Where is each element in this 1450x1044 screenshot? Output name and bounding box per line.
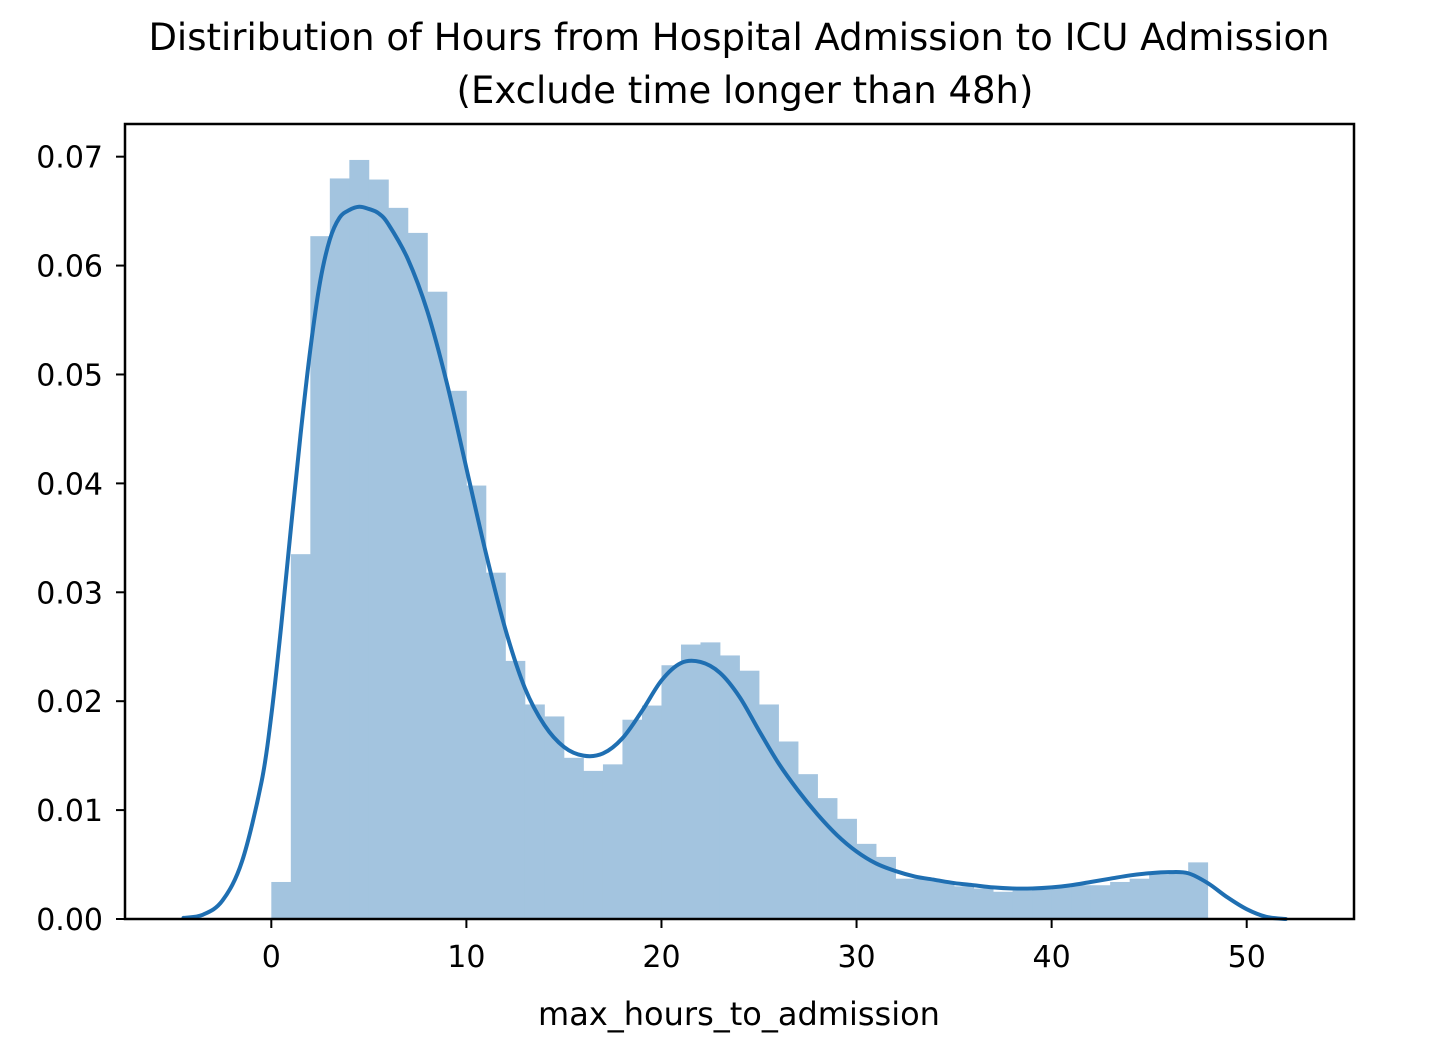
histogram-bar (329, 178, 350, 919)
histogram-bar (700, 642, 721, 919)
histogram-bar (310, 236, 331, 920)
histogram-bar (427, 291, 448, 920)
x-axis-label: max_hours_to_admission (538, 995, 940, 1033)
x-tick-label: 50 (1228, 940, 1266, 975)
histogram-bar (1071, 885, 1092, 919)
histogram-bar (290, 554, 311, 919)
histogram-bar (388, 207, 409, 920)
x-tick-label: 20 (642, 940, 680, 975)
chart-subtitle: (Exclude time longer than 48h) (457, 69, 1034, 112)
y-tick-label: 0.03 (36, 576, 103, 611)
chart-title: Distiribution of Hours from Hospital Adm… (148, 16, 1329, 59)
y-tick-label: 0.05 (36, 358, 103, 393)
histogram-bar (739, 670, 760, 919)
histogram-bar (1032, 889, 1053, 919)
histogram-bar (1090, 885, 1111, 919)
histogram-bar (1012, 890, 1033, 919)
histogram-bar (349, 159, 370, 919)
x-tick-label: 10 (447, 940, 485, 975)
histogram-bar (661, 665, 682, 919)
y-tick-label: 0.07 (36, 141, 103, 176)
histogram-bar (583, 770, 604, 919)
histogram-bar (524, 704, 545, 919)
histogram-bar (1129, 878, 1150, 919)
histogram-bar (544, 716, 565, 919)
histogram-bar (915, 878, 935, 919)
histogram-bar (622, 719, 643, 919)
histogram-bar (407, 232, 428, 919)
histogram-bar (271, 881, 292, 919)
histogram-bar (505, 660, 526, 919)
x-axis-ticks: 0 10 20 30 40 50 (262, 919, 1266, 975)
y-tick-label: 0.04 (36, 467, 103, 502)
histogram-bar (1110, 881, 1131, 919)
histogram-bar (993, 891, 1014, 919)
histogram-bar (1188, 862, 1209, 919)
histogram-bar (1168, 872, 1189, 919)
histogram-bar (837, 818, 857, 919)
histogram-bar (1051, 887, 1072, 919)
y-tick-label: 0.00 (36, 903, 103, 938)
histogram-bars (271, 159, 1209, 920)
histogram-bar (934, 881, 955, 919)
histogram-bar (895, 878, 916, 919)
histogram-bar (466, 485, 487, 919)
x-tick-label: 0 (262, 940, 281, 975)
y-axis-ticks: 0.00 0.01 0.02 0.03 0.04 0.05 0.06 0.07 (36, 141, 125, 938)
histogram-bar (876, 856, 896, 919)
x-tick-label: 40 (1033, 940, 1071, 975)
histogram-bar (1149, 874, 1170, 919)
y-tick-label: 0.06 (36, 250, 103, 285)
histogram-bar (641, 705, 662, 919)
histogram-bar (680, 644, 701, 919)
histogram-bar (563, 757, 584, 919)
histogram-bar (368, 179, 389, 920)
histogram-bar (719, 655, 740, 919)
histogram-bar (485, 572, 506, 919)
histogram-bar (954, 886, 974, 919)
kde-curve (181, 204, 1288, 921)
histogram-bar (446, 390, 467, 919)
y-tick-label: 0.02 (36, 685, 103, 720)
y-tick-label: 0.01 (36, 794, 103, 829)
x-tick-label: 30 (837, 940, 875, 975)
histogram-bar (973, 888, 994, 919)
plot-frame (123, 122, 1356, 921)
histogram-bar (602, 764, 623, 919)
